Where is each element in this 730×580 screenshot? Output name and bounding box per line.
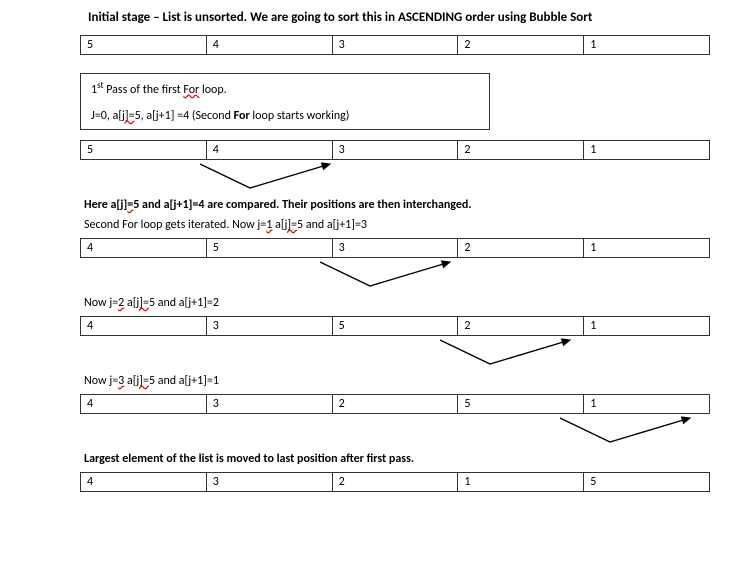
cell: 2 bbox=[333, 473, 459, 491]
j-underline: j]= bbox=[285, 218, 298, 232]
text: a[ bbox=[272, 218, 284, 232]
cell: 3 bbox=[333, 239, 459, 257]
text: 5 and a[j+1]=3 bbox=[297, 218, 367, 232]
array-step1: 5 4 3 2 1 bbox=[80, 140, 710, 160]
cell: 5 bbox=[458, 395, 584, 413]
cell: 4 bbox=[207, 36, 333, 54]
compare-text-1: Here a[j]=5 and a[j+1]=4 are compared. T… bbox=[84, 198, 710, 212]
passbox-line1: 1st Pass of the first For loop. bbox=[91, 80, 479, 97]
passbox-line2: J=0, a[j]=5, a[j+1] =4 (Second For loop … bbox=[91, 109, 479, 123]
for-underline: For bbox=[183, 83, 199, 97]
cell: 2 bbox=[458, 141, 584, 159]
cell: 5 bbox=[333, 317, 459, 335]
cell: 5 bbox=[81, 141, 207, 159]
cell: 2 bbox=[458, 36, 584, 54]
j-underline: j]= bbox=[136, 374, 149, 388]
text: Second For loop gets iterated. Now j= bbox=[84, 218, 266, 232]
cell: 2 bbox=[333, 395, 459, 413]
final-text: Largest element of the list is moved to … bbox=[84, 452, 710, 466]
text: a[ bbox=[124, 296, 136, 310]
cell: 1 bbox=[584, 239, 709, 257]
for-bold: For bbox=[234, 109, 250, 123]
j-underline: j]= bbox=[136, 296, 149, 310]
cell: 4 bbox=[81, 395, 207, 413]
cell: 3 bbox=[333, 36, 459, 54]
text: 5 and a[j+1]=4 are compared. Their posit… bbox=[133, 198, 471, 212]
swap-arrow-icon bbox=[310, 258, 490, 292]
cell: 5 bbox=[584, 473, 709, 491]
cell: 2 bbox=[458, 239, 584, 257]
text: a[ bbox=[124, 374, 136, 388]
cell: 1 bbox=[584, 141, 709, 159]
j-underline: j]= bbox=[120, 198, 133, 212]
text: loop. bbox=[199, 83, 226, 97]
swap-arrow-3 bbox=[80, 418, 710, 446]
swap-arrow-icon bbox=[190, 160, 370, 194]
text: 5, a[j+1] =4 (Second bbox=[135, 109, 234, 123]
cell: 4 bbox=[207, 141, 333, 159]
swap-arrow-icon bbox=[430, 336, 610, 370]
array-step3: 4 3 5 2 1 bbox=[80, 316, 710, 336]
text: Pass of the first bbox=[104, 83, 184, 97]
cell: 5 bbox=[207, 239, 333, 257]
page-title: Initial stage – List is unsorted. We are… bbox=[88, 10, 710, 25]
swap-arrow-2 bbox=[80, 340, 710, 368]
iterate-text-3: Now j=2 a[j]=5 and a[j+1]=2 bbox=[84, 296, 710, 310]
pass-box: 1st Pass of the first For loop. J=0, a[j… bbox=[80, 73, 490, 130]
cell: 1 bbox=[584, 317, 709, 335]
cell: 1 bbox=[458, 473, 584, 491]
text: J=0, a[ bbox=[91, 109, 122, 123]
array-initial: 5 4 3 2 1 bbox=[80, 35, 710, 55]
text: Here a[ bbox=[84, 198, 120, 212]
cell: 5 bbox=[81, 36, 207, 54]
array-step4: 4 3 2 5 1 bbox=[80, 394, 710, 414]
text: 5 and a[j+1]=1 bbox=[149, 374, 219, 388]
cell: 3 bbox=[207, 395, 333, 413]
text: loop starts working) bbox=[250, 109, 350, 123]
text: Now j= bbox=[84, 296, 118, 310]
iterate-text-4: Now j=3 a[j]=5 and a[j+1]=1 bbox=[84, 374, 710, 388]
text: 5 and a[j+1]=2 bbox=[149, 296, 219, 310]
iterate-text-2: Second For loop gets iterated. Now j=1 a… bbox=[84, 218, 710, 232]
cell: 4 bbox=[81, 473, 207, 491]
cell: 4 bbox=[81, 239, 207, 257]
cell: 3 bbox=[207, 317, 333, 335]
swap-arrow-0 bbox=[80, 164, 710, 192]
array-final: 4 3 2 1 5 bbox=[80, 472, 710, 492]
cell: 2 bbox=[458, 317, 584, 335]
cell: 4 bbox=[81, 317, 207, 335]
cell: 1 bbox=[584, 395, 709, 413]
text: Now j= bbox=[84, 374, 118, 388]
cell: 3 bbox=[333, 141, 459, 159]
j-underline: j]= bbox=[122, 109, 135, 123]
array-step2: 4 5 3 2 1 bbox=[80, 238, 710, 258]
swap-arrow-icon bbox=[550, 414, 730, 448]
cell: 3 bbox=[207, 473, 333, 491]
cell: 1 bbox=[584, 36, 709, 54]
swap-arrow-1 bbox=[80, 262, 710, 290]
